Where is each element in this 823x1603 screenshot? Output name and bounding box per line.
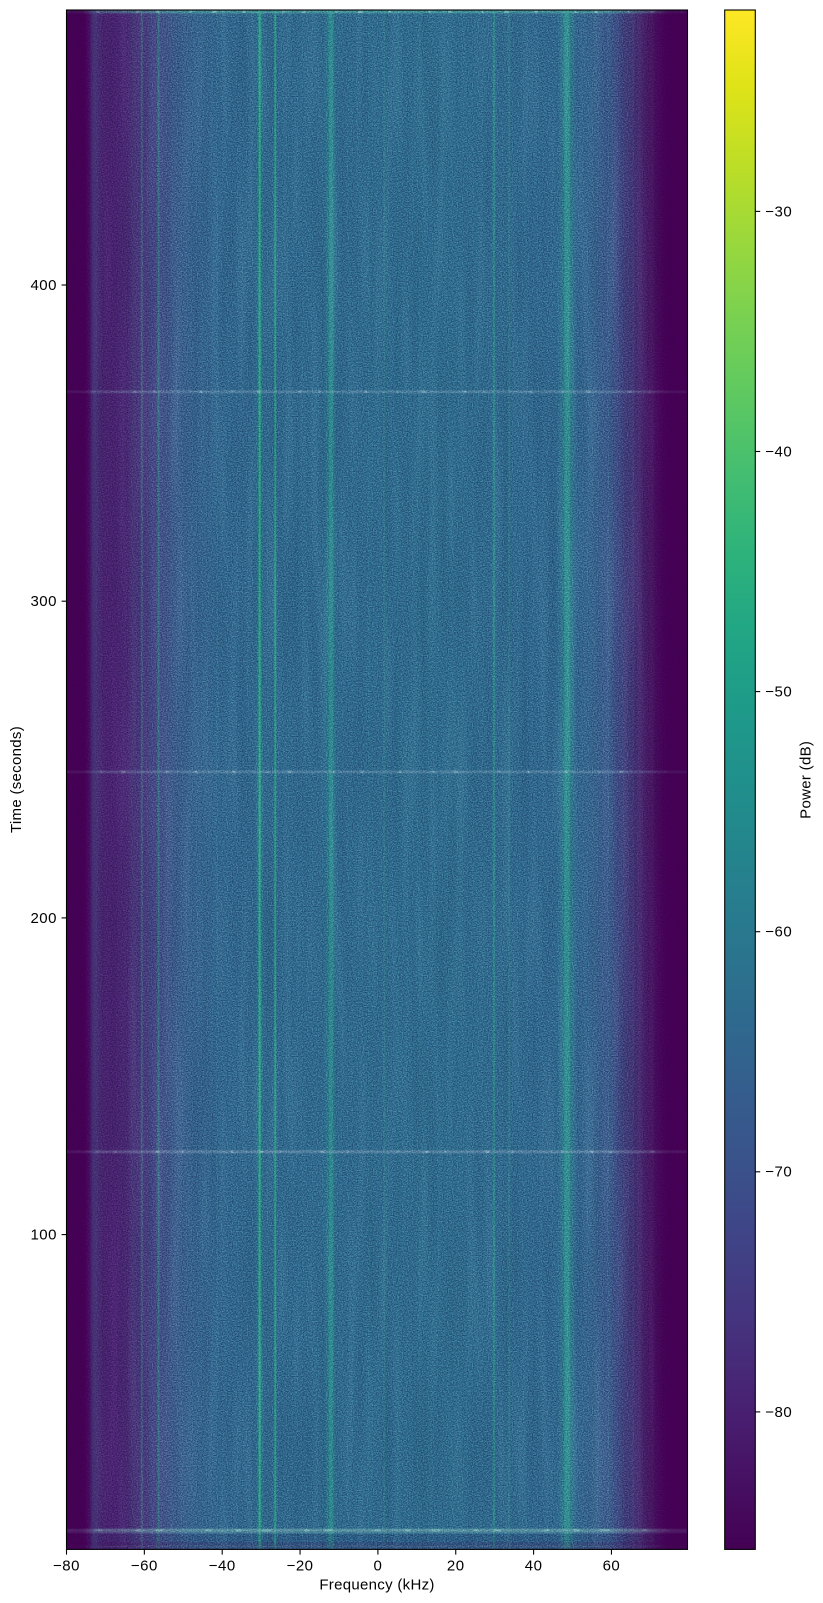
svg-text:100: 100 [30,1227,57,1244]
svg-text:−60: −60 [131,1558,158,1575]
svg-text:−40: −40 [765,443,792,460]
svg-text:300: 300 [30,593,57,610]
svg-text:−70: −70 [765,1164,792,1181]
svg-text:20: 20 [447,1558,465,1575]
svg-text:0: 0 [373,1558,382,1575]
svg-text:−60: −60 [765,924,792,941]
svg-text:−30: −30 [765,203,792,220]
svg-text:−50: −50 [765,684,792,701]
svg-text:−20: −20 [287,1558,314,1575]
svg-text:−40: −40 [209,1558,236,1575]
svg-text:Frequency (kHz): Frequency (kHz) [319,1577,434,1594]
svg-text:Time (seconds): Time (seconds) [8,726,25,833]
svg-text:40: 40 [525,1558,543,1575]
svg-text:−80: −80 [53,1558,80,1575]
svg-text:60: 60 [603,1558,621,1575]
svg-text:−80: −80 [765,1404,792,1421]
svg-text:400: 400 [30,277,57,294]
svg-text:200: 200 [30,910,57,927]
svg-text:Power (dB): Power (dB) [798,741,815,819]
